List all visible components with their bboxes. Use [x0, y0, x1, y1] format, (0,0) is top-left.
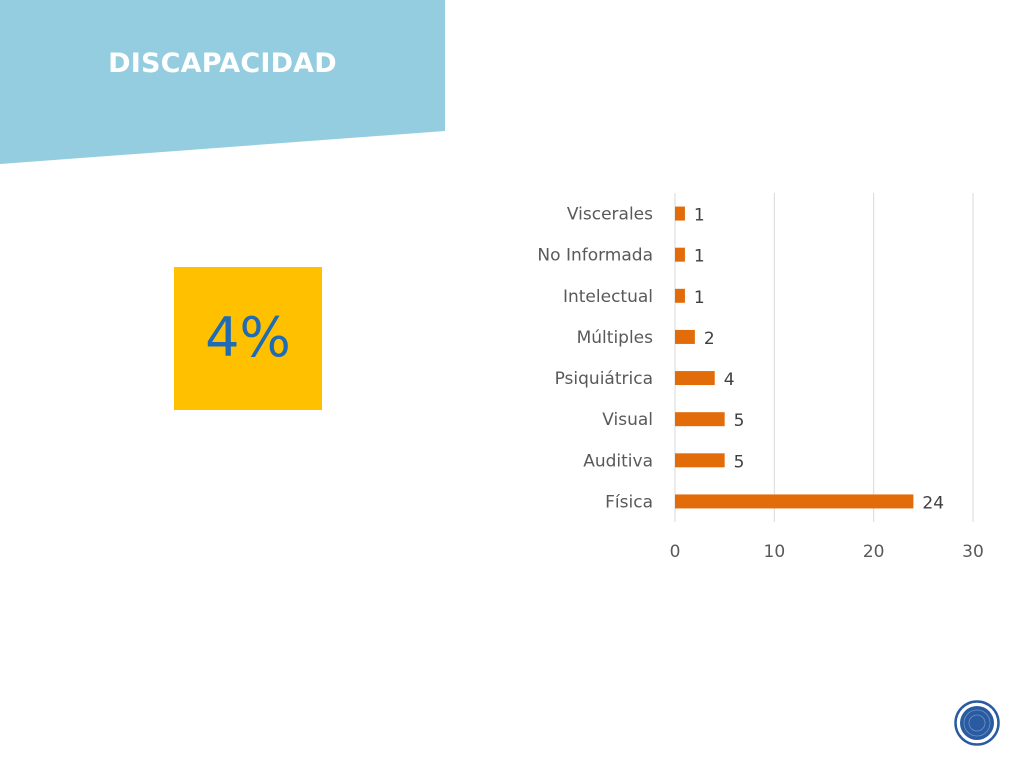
category-label: Múltiples	[577, 328, 654, 348]
data-label: 4	[724, 370, 735, 390]
category-label: Visual	[602, 410, 653, 430]
data-label: 2	[704, 329, 715, 349]
percent-box: 4%	[174, 267, 322, 410]
bar	[675, 453, 725, 468]
x-tick-label: 20	[863, 542, 885, 562]
bar	[675, 494, 914, 509]
data-label: 1	[694, 247, 705, 267]
category-label: Psiquiátrica	[555, 369, 653, 389]
bar	[675, 329, 695, 344]
percent-value: 4%	[205, 305, 291, 369]
seal-icon	[954, 700, 1000, 746]
category-label: No Informada	[537, 246, 653, 266]
data-label: 5	[734, 411, 745, 431]
category-label: Intelectual	[563, 287, 653, 307]
slide-title: DISCAPACIDAD	[108, 48, 337, 79]
bar	[675, 206, 685, 221]
data-label: 24	[922, 493, 944, 513]
bar	[675, 247, 685, 262]
bar	[675, 288, 685, 303]
x-tick-label: 10	[764, 542, 786, 562]
title-banner	[0, 0, 445, 164]
data-label: 5	[734, 452, 745, 472]
category-label: Auditiva	[583, 451, 653, 471]
data-label: 1	[694, 288, 705, 308]
x-tick-label: 0	[670, 542, 681, 562]
data-label: 1	[694, 206, 705, 226]
bar	[675, 371, 715, 386]
bar	[675, 412, 725, 427]
category-label: Física	[605, 492, 653, 512]
category-label: Viscerales	[567, 205, 653, 225]
x-tick-label: 30	[962, 542, 984, 562]
